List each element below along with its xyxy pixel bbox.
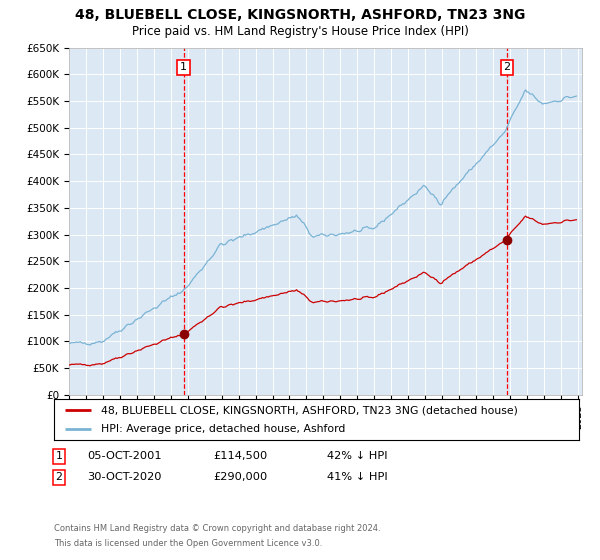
Text: £290,000: £290,000: [213, 472, 267, 482]
Text: HPI: Average price, detached house, Ashford: HPI: Average price, detached house, Ashf…: [101, 424, 346, 433]
Text: 48, BLUEBELL CLOSE, KINGSNORTH, ASHFORD, TN23 3NG (detached house): 48, BLUEBELL CLOSE, KINGSNORTH, ASHFORD,…: [101, 405, 518, 415]
Text: 05-OCT-2001: 05-OCT-2001: [87, 451, 161, 461]
Text: 2: 2: [503, 62, 511, 72]
Text: Contains HM Land Registry data © Crown copyright and database right 2024.: Contains HM Land Registry data © Crown c…: [54, 524, 380, 533]
Text: 48, BLUEBELL CLOSE, KINGSNORTH, ASHFORD, TN23 3NG: 48, BLUEBELL CLOSE, KINGSNORTH, ASHFORD,…: [75, 8, 525, 22]
Text: 42% ↓ HPI: 42% ↓ HPI: [327, 451, 388, 461]
Text: 30-OCT-2020: 30-OCT-2020: [87, 472, 161, 482]
Text: This data is licensed under the Open Government Licence v3.0.: This data is licensed under the Open Gov…: [54, 539, 322, 548]
Text: 2: 2: [55, 472, 62, 482]
Text: 41% ↓ HPI: 41% ↓ HPI: [327, 472, 388, 482]
Text: £114,500: £114,500: [213, 451, 267, 461]
Text: 1: 1: [55, 451, 62, 461]
Text: 1: 1: [180, 62, 187, 72]
Text: Price paid vs. HM Land Registry's House Price Index (HPI): Price paid vs. HM Land Registry's House …: [131, 25, 469, 38]
